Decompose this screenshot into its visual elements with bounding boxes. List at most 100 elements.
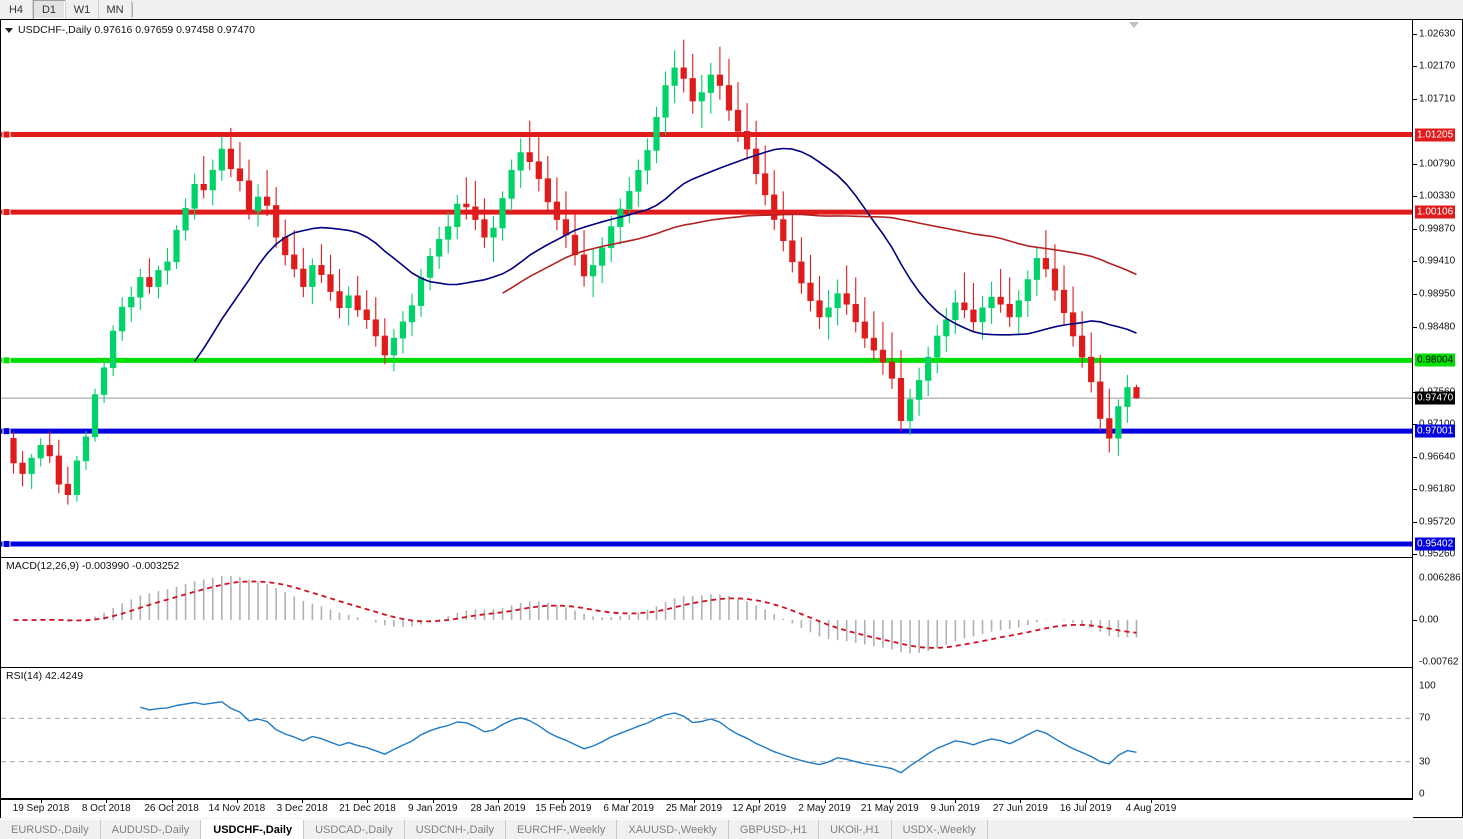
chart-symbol-ohlc: USDCHF-,Daily 0.97616 0.97659 0.97458 0.…	[18, 24, 255, 36]
symbol-tab-ukoil-h1[interactable]: UKOil-,H1	[819, 820, 892, 839]
time-axis-label: 2 May 2019	[798, 803, 851, 814]
chart-frame: USDCHF-,Daily 0.97616 0.97659 0.97458 0.…	[0, 19, 1463, 818]
price-tick	[1413, 163, 1417, 165]
time-axis-label: 8 Oct 2018	[81, 803, 131, 814]
time-tick	[41, 800, 42, 803]
symbol-tab-usdchf-daily[interactable]: USDCHF-,Daily	[201, 820, 305, 839]
price-axis-label: 1.02630	[1419, 28, 1456, 40]
chart-header: USDCHF-,Daily 0.97616 0.97659 0.97458 0.…	[5, 24, 255, 36]
price-level-tag[interactable]: 0.98004	[1415, 353, 1456, 367]
price-tick	[1413, 66, 1417, 68]
time-axis-label: 19 Sep 2018	[12, 803, 70, 814]
time-tick	[955, 800, 957, 803]
macd-axis-label: -0.00762	[1419, 656, 1459, 668]
time-axis-label: 21 May 2019	[860, 803, 919, 814]
price-axis-label: 0.99870	[1419, 223, 1456, 235]
price-axis-label: 1.00790	[1419, 158, 1456, 170]
price-pane[interactable]: USDCHF-,Daily 0.97616 0.97659 0.97458 0.…	[1, 20, 1413, 558]
time-tick	[1020, 800, 1022, 803]
symbol-tab-xauusd-weekly[interactable]: XAUUSD-,Weekly	[617, 820, 729, 839]
time-tick	[236, 800, 238, 803]
time-axis-label: 21 Dec 2018	[339, 803, 396, 814]
timeframe-mn[interactable]: MN	[99, 0, 132, 19]
time-axis-label: 14 Nov 2018	[208, 803, 266, 814]
price-axis-label: 0.97100	[1419, 419, 1455, 430]
symbol-tab-usdcnh-daily[interactable]: USDCNH-,Daily	[405, 820, 506, 839]
macd-axis-label: 0.006286	[1419, 572, 1461, 584]
price-axis-label: 0.98480	[1419, 321, 1456, 333]
price-tick	[1413, 293, 1417, 295]
price-tick	[1413, 196, 1417, 198]
time-axis-label: 9 Jun 2019	[930, 803, 980, 814]
symbol-tab-gbpusd-h1[interactable]: GBPUSD-,H1	[729, 820, 820, 839]
price-tick	[1413, 489, 1417, 491]
symbol-tab-eurusd-daily[interactable]: EURUSD-,Daily	[0, 820, 101, 839]
symbol-tab-usdcad-daily[interactable]: USDCAD-,Daily	[304, 820, 405, 839]
macd-chart-svg	[13, 576, 1138, 654]
price-axis-label: 0.98950	[1419, 288, 1456, 300]
macd-axis-label: 0.00	[1419, 614, 1439, 626]
price-tick	[1413, 261, 1417, 263]
time-tick	[432, 800, 434, 803]
time-tick	[367, 800, 369, 803]
time-axis-label: 3 Dec 2018	[276, 803, 328, 814]
time-tick	[498, 800, 500, 803]
price-level-tag[interactable]: 1.01205	[1415, 128, 1456, 142]
time-tick	[171, 800, 173, 803]
price-scale[interactable]: 1.02630 1.02170 1.01710 1.00790 1.00330 0.998…	[1412, 20, 1462, 800]
time-axis-label: 12 Apr 2019	[732, 803, 787, 814]
timeframe-toolbar: H4 D1 W1 MN	[0, 0, 1463, 20]
chevron-down-icon[interactable]	[5, 27, 13, 33]
price-tick	[1413, 228, 1417, 230]
time-tick	[824, 800, 826, 803]
symbol-tab-eurchf-weekly[interactable]: EURCHF-,Weekly	[506, 820, 618, 839]
price-axis-label: 0.99410	[1419, 255, 1456, 267]
price-tick	[1413, 521, 1417, 523]
rsi-axis-label: 0	[1419, 788, 1425, 800]
symbol-tab-bar: EURUSD-,Daily AUDUSD-,Daily USDCHF-,Daily U…	[0, 819, 1463, 839]
price-tick	[1413, 326, 1417, 328]
symbol-tab-audusd-daily[interactable]: AUDUSD-,Daily	[101, 820, 202, 839]
price-axis-label: 0.95720	[1419, 516, 1456, 528]
macd-title: MACD(12,26,9) -0.003990 -0.003252	[6, 560, 180, 572]
macd-pane[interactable]: MACD(12,26,9) -0.003990 -0.003252	[1, 558, 1413, 668]
time-tick	[693, 800, 695, 803]
rsi-title: RSI(14) 42.4249	[6, 670, 84, 682]
price-tick	[1413, 554, 1417, 555]
price-level-tag[interactable]: 1.00106	[1415, 205, 1456, 219]
price-tick	[1413, 456, 1417, 458]
price-level-tag[interactable]: 0.95402	[1415, 537, 1456, 551]
time-tick	[628, 800, 630, 803]
time-tick	[889, 800, 891, 803]
symbol-tab-usdx-weekly[interactable]: USDX-,Weekly	[892, 820, 988, 839]
rsi-axis-label: 30	[1419, 756, 1431, 768]
time-axis-label: 4 Aug 2019	[1125, 803, 1177, 814]
price-level-tag[interactable]: 0.97470	[1415, 391, 1456, 405]
price-axis-label: 1.01710	[1419, 93, 1456, 105]
time-axis[interactable]: 19 Sep 2018 8 Oct 2018 26 Oct 2018 14 Nov 2…	[1, 799, 1413, 818]
time-axis-label: 9 Jan 2019	[408, 803, 458, 814]
macd-tick	[1413, 620, 1417, 621]
time-tick	[302, 800, 304, 803]
time-axis-label: 6 Mar 2019	[603, 803, 654, 814]
price-axis-label: 0.95260	[1419, 548, 1456, 560]
time-axis-label: 16 Jul 2019	[1059, 803, 1112, 814]
price-tick	[1413, 98, 1417, 100]
rsi-axis-label: 100	[1419, 680, 1436, 692]
timeframe-h4[interactable]: H4	[0, 0, 33, 19]
price-level-tag[interactable]: 0.97001	[1415, 424, 1456, 438]
timeframe-d1[interactable]: D1	[33, 0, 66, 19]
time-tick	[106, 800, 108, 803]
scroll-indicator[interactable]	[1129, 22, 1139, 28]
time-tick	[1085, 800, 1087, 803]
rsi-axis-label: 70	[1419, 712, 1431, 724]
price-axis-label: 1.02170	[1419, 60, 1456, 72]
time-tick	[759, 800, 761, 803]
price-chart-svg	[1, 39, 1413, 548]
toolbar-separator	[132, 2, 133, 17]
rsi-pane[interactable]: RSI(14) 42.4249	[1, 668, 1413, 799]
price-tick	[1413, 34, 1417, 35]
time-tick	[563, 800, 565, 803]
timeframe-w1[interactable]: W1	[66, 0, 99, 19]
